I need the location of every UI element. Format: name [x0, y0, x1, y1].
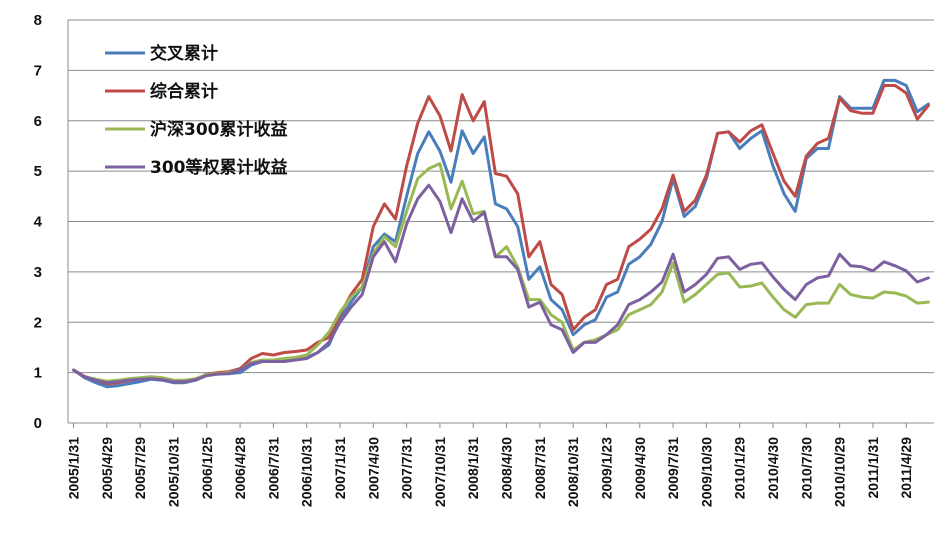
y-tick-label: 4 [34, 214, 43, 231]
x-tick-label: 2007/1/31 [332, 437, 348, 499]
x-tick-label: 2005/1/31 [66, 437, 82, 499]
x-tick-label: 2010/7/30 [798, 437, 814, 499]
x-tick-label: 2010/10/29 [832, 437, 848, 507]
y-tick-label: 7 [34, 62, 42, 79]
x-tick-label: 2008/7/31 [532, 437, 548, 499]
x-tick-label: 2005/10/31 [165, 437, 181, 507]
y-tick-label: 2 [34, 314, 42, 331]
x-tick-label: 2007/7/31 [399, 437, 415, 499]
x-tick-label: 2011/4/29 [898, 437, 914, 499]
x-tick-label: 2009/10/30 [698, 437, 714, 507]
x-tick-label: 2005/7/29 [132, 437, 148, 499]
y-tick-label: 8 [34, 12, 42, 29]
x-tick-label: 2006/7/31 [265, 437, 281, 499]
x-tick-label: 2008/1/31 [465, 437, 481, 499]
x-tick-label: 2010/1/29 [732, 437, 748, 499]
x-tick-label: 2011/1/31 [865, 437, 881, 499]
x-tick-label: 2009/7/31 [665, 437, 681, 499]
x-tick-label: 2007/4/30 [365, 437, 381, 499]
legend-label-3: 300等权累计收益 [150, 157, 288, 178]
x-tick-label: 2006/4/28 [232, 437, 248, 499]
legend-label-2: 沪深300累计收益 [150, 119, 288, 140]
y-tick-label: 1 [34, 365, 42, 382]
x-tick-label: 2008/4/30 [499, 437, 515, 499]
series-lines [72, 78, 930, 389]
axes: 0 1 2 3 4 5 6 7 8 2005/1/31 2005/4/29 2005/7/29 2005… [34, 12, 934, 507]
legend-label-1: 综合累计 [150, 81, 218, 102]
x-tick-label: 2005/4/29 [99, 437, 115, 499]
y-tick-label: 3 [34, 264, 42, 281]
x-tick-label: 2007/10/31 [432, 437, 448, 507]
x-tick-label: 2006/1/25 [199, 437, 215, 499]
y-tick-label: 0 [34, 415, 42, 432]
x-tick-label: 2006/10/31 [299, 437, 315, 507]
legend-label-0: 交叉累计 [150, 43, 218, 64]
x-tick-label: 2008/10/31 [565, 437, 581, 507]
y-tick-label: 5 [34, 163, 42, 180]
y-tick-label: 6 [34, 113, 42, 130]
x-tick-label: 2010/4/30 [765, 437, 781, 499]
x-tick-label: 2009/1/23 [598, 437, 614, 499]
series-line-3 [72, 183, 930, 385]
x-tick-label: 2009/4/30 [632, 437, 648, 499]
